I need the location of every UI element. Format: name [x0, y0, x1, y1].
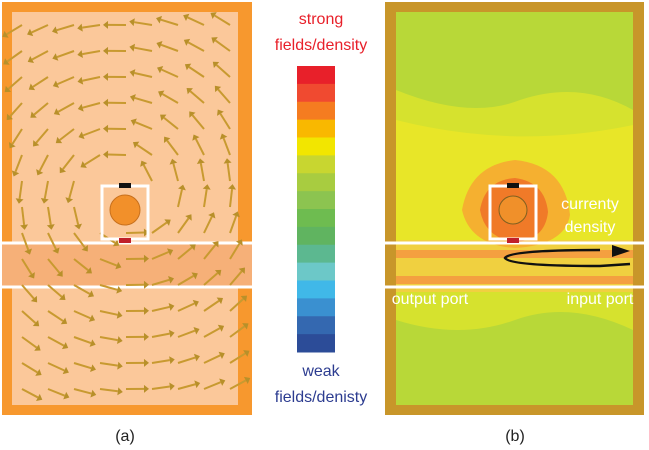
contact: [507, 183, 519, 188]
figure: (a) strong fields/density weak fields/de…: [0, 0, 649, 450]
contact: [119, 238, 131, 243]
scale-stripe: [297, 281, 335, 299]
scale-stripe: [297, 84, 335, 102]
scale-stripe: [297, 138, 335, 156]
port-label: input port: [567, 291, 634, 308]
caption: (a): [115, 428, 135, 445]
scale-stripe: [297, 66, 335, 84]
scale-bottom-label: weak: [301, 363, 340, 380]
scale-stripe: [297, 227, 335, 245]
resonator: [499, 196, 527, 224]
scale-stripe: [297, 173, 335, 191]
scale-stripe: [297, 155, 335, 173]
panel-a-line-band: [2, 243, 252, 287]
contact: [507, 238, 519, 243]
scale-stripe: [297, 334, 335, 352]
panel-a: (a): [2, 2, 252, 445]
scale-stripe: [297, 120, 335, 138]
scale-stripe: [297, 245, 335, 263]
scale-top-label: strong: [299, 11, 343, 28]
color-scale: strong fields/density weak fields/denist…: [275, 11, 368, 406]
scale-stripe: [297, 102, 335, 120]
panel-b: currenty density output port input port …: [385, 2, 644, 445]
resonator: [110, 195, 140, 225]
scale-stripe: [297, 191, 335, 209]
contact: [119, 183, 131, 188]
scale-stripe: [297, 209, 335, 227]
scale-top-label: fields/density: [275, 37, 368, 54]
scale-stripe: [297, 263, 335, 281]
scale-stripe: [297, 316, 335, 334]
scale-stripe: [297, 298, 335, 316]
port-label: output port: [392, 291, 469, 308]
caption: (b): [505, 428, 525, 445]
scale-bottom-label: fields/denisty: [275, 389, 368, 406]
annotation: currenty: [561, 196, 619, 213]
field-band: [396, 276, 633, 284]
annotation: density: [565, 219, 616, 236]
